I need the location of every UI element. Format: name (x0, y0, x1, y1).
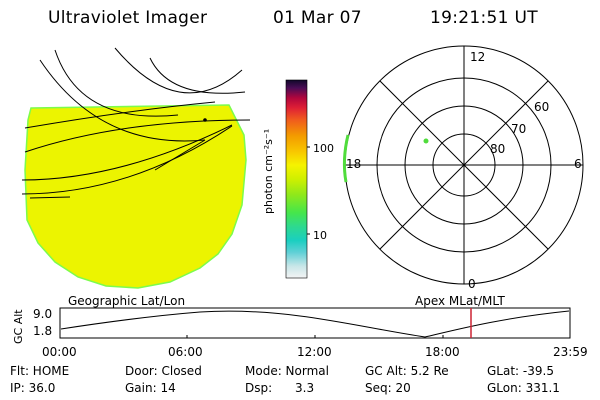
grid-line (154, 139, 206, 171)
seq-info: Seq: 20 (365, 381, 411, 395)
colorbar-unit-label: photon cm⁻²s⁻¹ (262, 128, 275, 214)
mlt-label-0: 0 (468, 277, 476, 291)
mode-info: Mode: Normal (245, 364, 329, 378)
glat-info: GLat: -39.5 (487, 364, 554, 378)
grid-line (21, 124, 233, 181)
app-title: Ultraviolet Imager (48, 8, 208, 28)
grid-line (39, 59, 206, 142)
grid-line (54, 49, 179, 117)
mlt-label-6: 6 (574, 157, 582, 171)
colorbar (285, 79, 310, 279)
flight-info: Flt: HOME (10, 364, 70, 378)
gain-info: Gain: 14 (125, 381, 176, 395)
x-tick-0000: 00:00 (42, 345, 77, 359)
colorbar-gradient (285, 79, 308, 279)
ip-info: IP: 36.0 (10, 381, 56, 395)
auroral-edge (342, 134, 350, 183)
timeline-left-label: Geographic Lat/Lon (68, 294, 186, 308)
x-tick-1800: 18:00 (425, 345, 460, 359)
lat-label-70: 70 (511, 122, 526, 136)
x-tick-1200: 12:00 (297, 345, 332, 359)
geographic-image-panel (21, 47, 251, 289)
grid-line (24, 101, 216, 129)
station-marker (203, 118, 207, 122)
glon-info: GLon: 331.1 (487, 381, 560, 395)
colorbar-tick-10: 10 (313, 229, 327, 242)
grid-line (21, 125, 233, 195)
x-tick-2359: 23:59 (553, 345, 588, 359)
time-display: 19:21:51 UT (430, 8, 538, 28)
lat-label-60: 60 (534, 100, 549, 114)
dsp-info: Dsp: 3.3 (245, 381, 315, 395)
lat-label-80: 80 (490, 142, 505, 156)
grid-line (29, 196, 71, 199)
y-tick-9: 9.0 (33, 307, 52, 321)
mlt-label-12: 12 (470, 50, 485, 64)
timeline-right-label: Apex MLat/MLT (415, 294, 505, 308)
x-tick-0600: 06:00 (168, 345, 203, 359)
mlt-label-18: 18 (346, 157, 361, 171)
grid-line (114, 47, 243, 94)
gc-alt-info: GC Alt: 5.2 Re (365, 364, 449, 378)
altitude-timeline: 9.0 1.8 GC Alt 00:00 06:00 12:00 18:00 2… (12, 307, 588, 359)
polar-plot: 12 6 0 18 60 70 80 (342, 45, 584, 291)
footprint-dot (423, 138, 429, 144)
y-tick-1-8: 1.8 (33, 324, 52, 338)
earth-disk (24, 104, 247, 289)
altitude-curve (60, 310, 570, 338)
grid-line (149, 57, 246, 94)
colorbar-tick-100: 100 (313, 142, 334, 155)
grid-line (24, 119, 251, 153)
date-display: 01 Mar 07 (273, 8, 362, 28)
door-status: Door: Closed (125, 364, 202, 378)
y-axis-title: GC Alt (12, 309, 25, 344)
